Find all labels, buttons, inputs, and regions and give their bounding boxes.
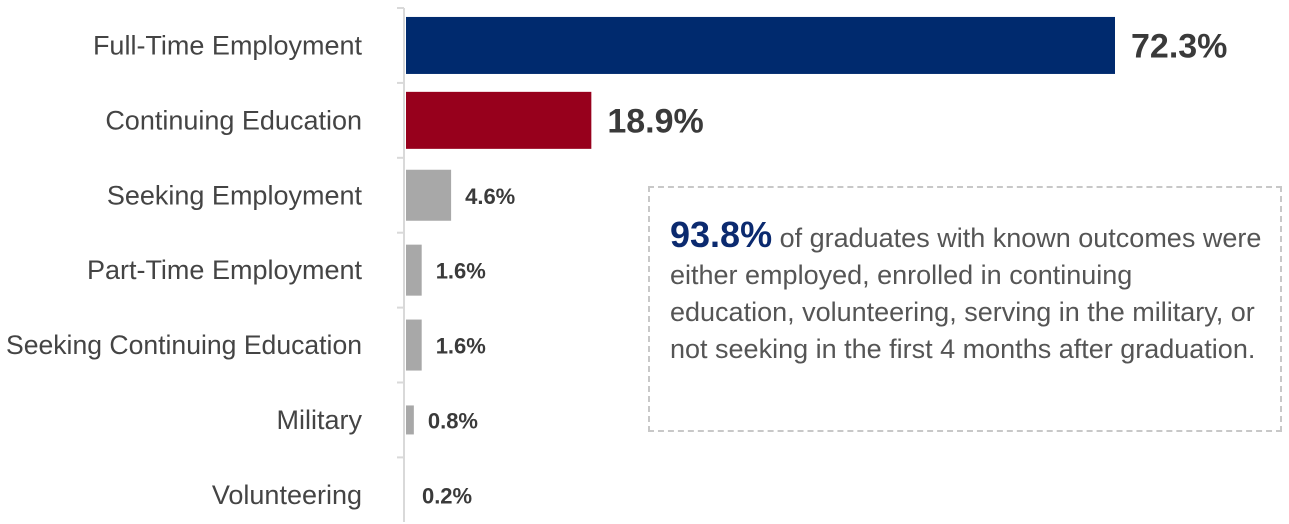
bar-4 xyxy=(406,319,422,371)
callout-text: of graduates with known outcomes were ei… xyxy=(670,223,1262,364)
value-label: 1.6% xyxy=(436,334,486,359)
category-label: Continuing Education xyxy=(105,105,362,135)
value-label: 0.8% xyxy=(428,408,478,433)
category-label: Part-Time Employment xyxy=(87,255,363,285)
category-label: Full-Time Employment xyxy=(93,30,363,60)
value-label: 72.3% xyxy=(1131,27,1227,65)
category-label: Seeking Employment xyxy=(107,180,363,210)
value-label: 1.6% xyxy=(436,259,486,284)
bar-3 xyxy=(406,244,422,296)
value-label: 0.2% xyxy=(422,483,472,508)
summary-callout: 93.8% of graduates with known outcomes w… xyxy=(648,186,1282,432)
category-label: Seeking Continuing Education xyxy=(6,330,362,360)
callout-highlight: 93.8% xyxy=(670,214,773,255)
category-label: Volunteering xyxy=(212,480,362,510)
bar-1 xyxy=(406,91,592,149)
value-label: 4.6% xyxy=(465,184,515,209)
category-label: Military xyxy=(277,405,363,435)
bar-2 xyxy=(406,169,452,221)
value-label: 18.9% xyxy=(607,102,703,140)
bar-5 xyxy=(406,405,414,435)
bar-0 xyxy=(406,16,1115,74)
